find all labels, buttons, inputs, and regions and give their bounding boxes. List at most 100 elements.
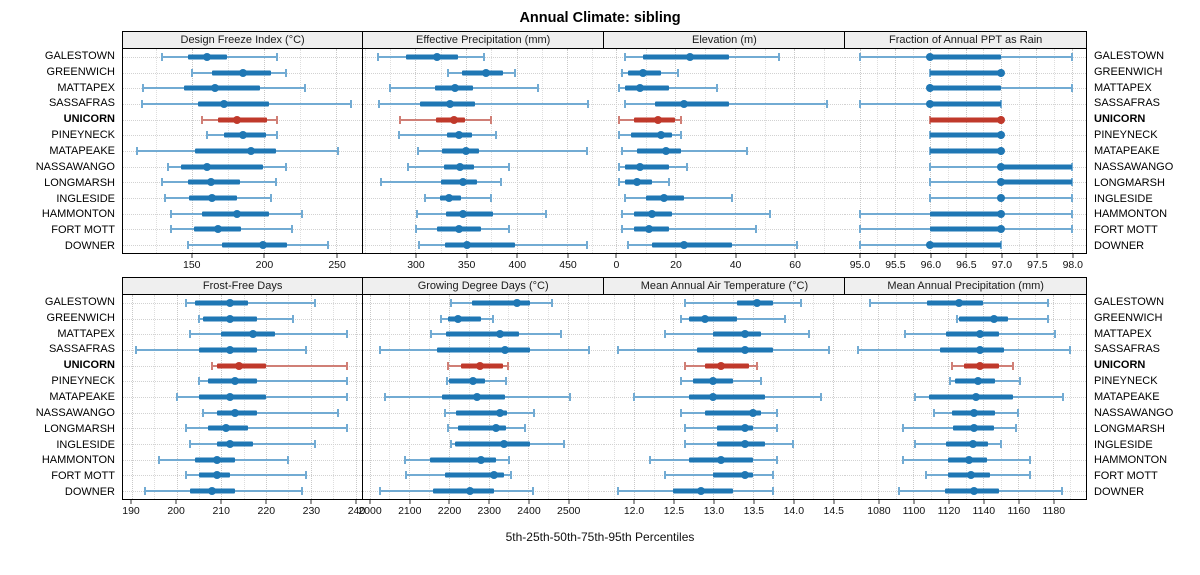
median-dot — [997, 147, 1006, 155]
iqr-bar-25th-75th — [717, 425, 754, 431]
row-label-left: HAMMONTON — [41, 454, 115, 467]
median-dot — [449, 115, 458, 124]
median-dot — [697, 487, 706, 496]
x-tick-label: 230 — [302, 505, 321, 517]
whisker-cap — [1069, 345, 1072, 354]
whisker-cap — [136, 147, 139, 155]
row-label-right: GREENWICH — [1094, 311, 1163, 324]
iqr-bar-25th-75th — [471, 300, 530, 306]
whisker-cap — [508, 455, 511, 464]
x-tick-label: 1080 — [867, 505, 891, 517]
median-dot — [970, 487, 979, 496]
panel: Elevation (m) 0 20 40 60 — [603, 31, 846, 275]
iqr-bar-25th-75th — [930, 148, 1002, 154]
x-tick — [833, 500, 835, 504]
whisker-cap — [754, 225, 757, 234]
median-dot — [230, 408, 239, 417]
whisker-cap — [686, 162, 689, 171]
x-tick-label: 190 — [122, 505, 140, 517]
x-tick — [713, 500, 715, 504]
whisker-cap — [1029, 455, 1032, 464]
x-tick-label: 40 — [729, 259, 742, 271]
x-tick — [983, 500, 985, 504]
row-label-right: INGLESIDE — [1094, 438, 1153, 451]
panel-box: Design Freeze Index (°C) — [122, 31, 364, 254]
median-dot — [232, 209, 241, 218]
whisker-cap — [616, 345, 619, 354]
percentile-caption: 5th-25th-50th-75th-95th Percentiles — [505, 530, 695, 544]
whisker-cap — [617, 115, 620, 124]
iqr-bar-25th-75th — [713, 331, 762, 337]
x-tick — [175, 500, 177, 504]
whisker-cap — [536, 84, 539, 93]
whisker-5th-95th — [185, 301, 316, 304]
panel-header: Frost-Free Days — [123, 278, 363, 295]
whisker-cap — [617, 162, 620, 171]
whisker-cap — [399, 115, 402, 124]
median-dot — [454, 314, 463, 323]
plot-area — [604, 295, 845, 499]
whisker-cap — [901, 424, 904, 433]
whisker-cap — [868, 298, 871, 307]
median-dot — [709, 377, 718, 386]
whisker-cap — [508, 225, 511, 234]
x-tick-label: 200 — [255, 259, 274, 271]
whisker-5th-95th — [212, 364, 347, 367]
whisker-cap — [1070, 162, 1073, 171]
iqr-bar-25th-75th — [636, 148, 682, 154]
row-label-right: MATAPEAKE — [1094, 390, 1160, 403]
x-tick-label: 13.0 — [703, 505, 725, 517]
whisker-cap — [160, 52, 163, 61]
whisker-cap — [1000, 241, 1003, 250]
median-dot — [997, 194, 1006, 203]
median-dot — [632, 178, 641, 187]
median-dot — [208, 194, 217, 203]
whisker-cap — [677, 68, 680, 77]
row-label-left: HAMMONTON — [41, 208, 115, 221]
whisker-cap — [198, 314, 201, 323]
whisker-cap — [617, 131, 620, 140]
x-tick-label: 20 — [670, 259, 682, 271]
x-tick-label: 1120 — [937, 505, 961, 517]
whisker-cap — [377, 52, 380, 61]
h-gridline — [604, 72, 845, 74]
whisker-cap — [858, 241, 861, 250]
whisker-cap — [924, 471, 927, 480]
median-dot — [432, 52, 441, 61]
x-tick — [794, 254, 796, 258]
panel-band: GALESTOWN GREENWICH MATTAPEX SASSAFRAS UNICO… — [0, 31, 1200, 275]
whisker-cap — [440, 314, 443, 323]
iqr-bar-25th-75th — [445, 211, 494, 217]
whisker-5th-95th — [185, 474, 307, 477]
whisker-cap — [144, 487, 147, 496]
whisker-cap — [760, 377, 763, 386]
whisker-cap — [648, 455, 651, 464]
row-label-right: GREENWICH — [1094, 65, 1163, 78]
whisker-cap — [680, 314, 683, 323]
whisker-cap — [898, 487, 901, 496]
x-tick-label: 2400 — [517, 505, 541, 517]
row-label-right: MATAPEAKE — [1094, 144, 1160, 157]
median-dot — [463, 241, 471, 250]
plot-area — [123, 49, 363, 253]
x-tick-label: 14.5 — [823, 505, 844, 517]
row-label-left: NASSAWANGO — [35, 160, 115, 173]
x-tick — [415, 254, 417, 258]
whisker-cap — [446, 68, 449, 77]
panel-header: Mean Annual Precipitation (mm) — [845, 278, 1086, 295]
whisker-cap — [524, 424, 526, 433]
median-dot — [638, 68, 647, 77]
iqr-bar-25th-75th — [705, 363, 750, 369]
x-tick-label: 14.0 — [783, 505, 805, 517]
whisker-cap — [1000, 99, 1003, 108]
x-tick-label: 1180 — [1042, 505, 1066, 517]
whisker-cap — [562, 440, 565, 449]
whisker-cap — [492, 314, 495, 323]
x-tick — [675, 254, 677, 258]
whisker-cap — [1046, 314, 1049, 323]
h-gridline — [604, 166, 845, 168]
iqr-bar-25th-75th — [946, 331, 999, 337]
whisker-5th-95th — [379, 102, 589, 105]
plot-area — [845, 295, 1086, 499]
